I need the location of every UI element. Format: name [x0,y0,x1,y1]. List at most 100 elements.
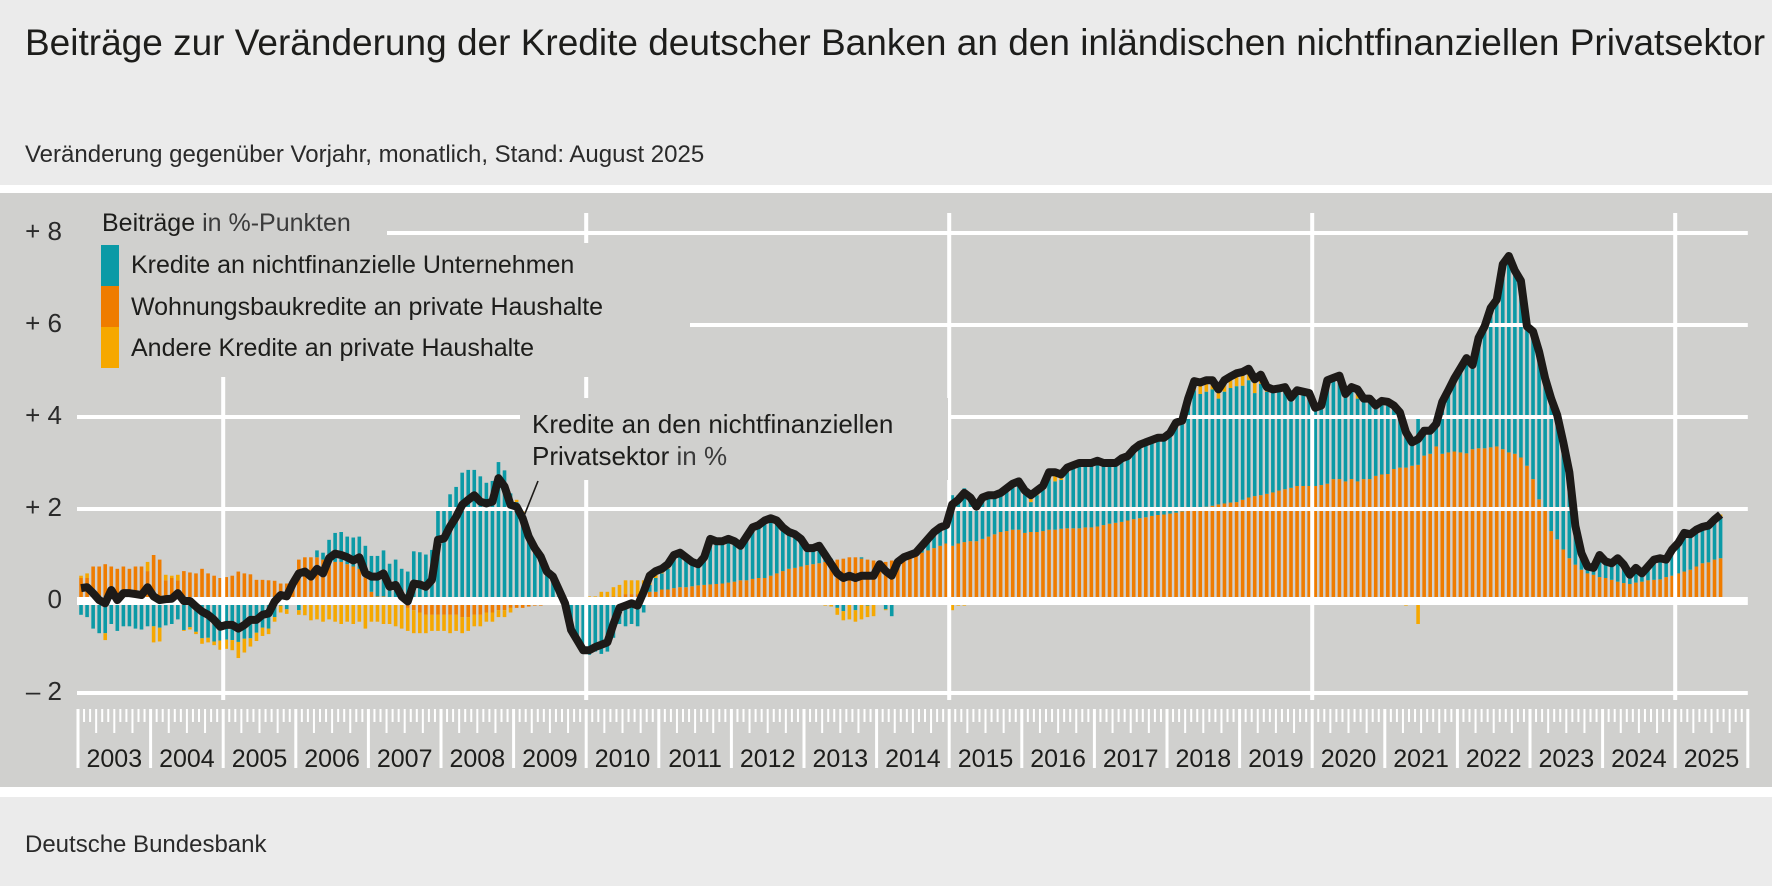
bar-corporate-loans [1706,526,1711,563]
bar-housing-loans [1591,574,1596,601]
bar-housing-loans [1065,528,1069,601]
x-month-tick [1589,709,1592,722]
x-month-tick [1444,709,1447,722]
x-month-tick [1408,709,1410,722]
bar-housing-loans [1367,479,1372,601]
x-month-tick [470,709,473,722]
bar-corporate-loans [1180,424,1184,512]
x-month-tick [204,709,207,733]
x-month-tick [1087,709,1090,722]
x-month-tick [427,709,430,722]
bar-corporate-loans [672,558,676,589]
y-tick-label: – 2 [25,676,62,706]
total-line [80,252,1724,655]
bar-other-household-loans [169,575,174,578]
bar-corporate-loans [145,601,150,627]
x-month-tick [645,709,648,722]
x-month-tick [1032,709,1035,722]
bar-housing-loans [1452,451,1457,601]
x-month-tick [524,709,527,722]
bar-corporate-loans [460,472,464,601]
annotation-line2-unit: in % [669,441,728,471]
bar-other-household-loans [635,580,640,595]
bar-other-household-loans [85,573,89,578]
x-month-tick [1353,709,1356,722]
y-tick-label: 0 [47,584,62,614]
bar-housing-loans [327,559,331,601]
bar-corporate-loans [932,532,936,549]
bar-housing-loans [1343,481,1348,601]
bar-other-household-loans [490,612,495,622]
bar-housing-loans [1131,519,1136,601]
x-month-tick [131,709,134,733]
bar-housing-loans [702,584,706,601]
bar-housing-loans [1634,582,1638,601]
bar-housing-loans [1150,515,1154,601]
x-month-tick [627,709,630,722]
bar-housing-loans [1549,531,1553,601]
bar-corporate-loans [1404,427,1408,468]
x-month-tick [633,709,636,722]
x-month-tick [754,709,757,722]
x-month-tick [542,709,545,722]
x-month-tick [724,709,727,722]
bar-housing-loans [744,580,749,601]
bar-other-household-loans [405,607,410,631]
bar-corporate-loans [345,536,350,565]
x-month-tick [258,709,261,733]
bar-corporate-loans [1640,573,1644,582]
bar-corporate-loans [678,555,682,588]
bar-corporate-loans [315,550,319,558]
bar-corporate-loans [1446,388,1451,453]
bar-corporate-loans [575,601,579,643]
x-month-tick [1341,709,1344,722]
bar-other-household-loans [339,601,343,624]
bar-corporate-loans [1313,408,1318,486]
bar-corporate-loans [1198,394,1203,509]
bar-housing-loans [1125,520,1130,601]
bar-housing-loans [466,601,471,618]
x-month-tick [1420,709,1423,733]
x-month-tick [857,709,860,733]
bar-other-household-loans [865,605,870,618]
x-tick-label: 2009 [522,745,578,773]
bar-other-household-loans [1240,371,1245,386]
x-month-tick [343,709,346,722]
bar-corporate-loans [79,601,83,615]
x-month-tick [1668,709,1671,722]
x-month-tick [688,709,691,722]
x-month-tick [694,709,697,733]
bar-corporate-loans [1525,326,1529,466]
x-month-tick [1081,709,1084,722]
x-month-tick [845,709,848,722]
bar-corporate-loans [1192,390,1197,509]
bar-corporate-loans [1555,415,1560,540]
x-month-tick [246,709,249,722]
bar-other-household-loans [188,627,192,630]
bar-housing-loans [653,591,658,601]
bar-housing-loans [321,559,325,601]
bar-housing-loans [200,568,204,601]
bar-corporate-loans [1682,532,1687,572]
bar-other-household-loans [853,610,858,622]
x-month-tick [887,709,890,722]
bar-corporate-loans [1083,465,1088,528]
bar-housing-loans [1519,457,1523,601]
bar-corporate-loans [1549,398,1553,532]
bar-housing-loans [1531,479,1535,601]
x-month-tick [403,709,406,733]
bar-other-household-loans [333,601,337,622]
x-month-tick [615,709,618,722]
x-month-tick [1190,709,1193,722]
bar-corporate-loans [188,601,192,628]
bar-housing-loans [188,572,192,601]
x-tick-label: 2015 [958,745,1014,773]
x-month-tick [966,709,969,733]
x-month-tick [161,709,164,722]
x-month-tick [173,709,176,722]
x-month-tick [349,709,352,733]
bar-corporate-loans [635,601,640,627]
x-month-tick [1625,709,1628,722]
x-month-tick [839,709,842,733]
x-month-tick [1716,709,1719,722]
